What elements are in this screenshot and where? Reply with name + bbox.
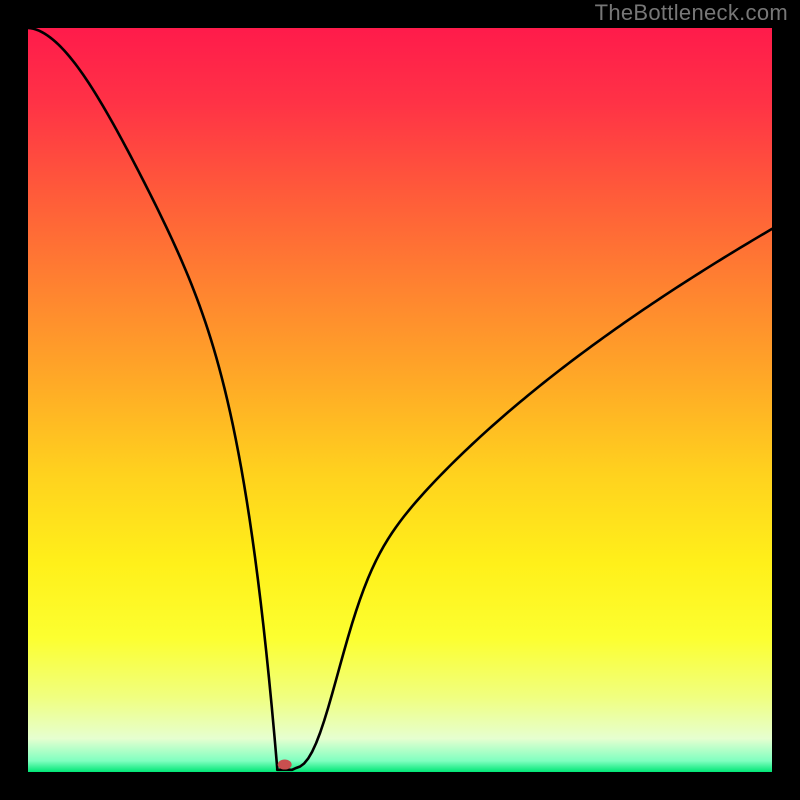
- bottleneck-chart: [0, 0, 800, 800]
- min-marker: [278, 760, 292, 770]
- watermark-text: TheBottleneck.com: [595, 0, 788, 26]
- plot-background: [28, 28, 772, 772]
